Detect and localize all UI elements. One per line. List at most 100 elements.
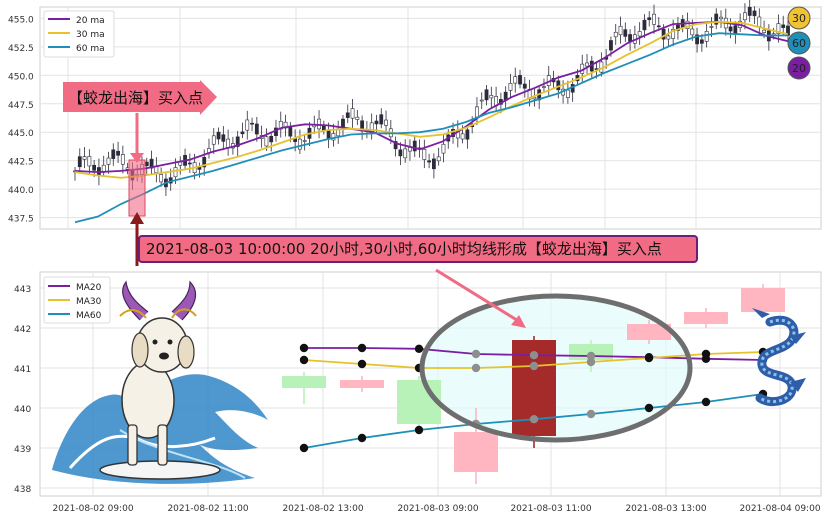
bottom-point-MA30 [644,353,654,363]
buy-point-up-arrowhead [130,212,144,224]
bottom-point-MA60 [529,415,539,424]
top-candle-body [431,158,436,170]
top-candle-body [695,34,699,45]
top-candle-body [226,138,231,148]
bottom-candle-body [684,312,728,324]
bottom-ma-lines [299,343,768,453]
top-candle-body [747,6,752,16]
top-candle-body [211,135,216,145]
top-candle-body [384,119,388,126]
top-candle-body [709,26,714,28]
top-candle-body [532,96,537,100]
bottom-candle-body [627,324,671,340]
top-candle-body [254,123,259,135]
top-candle-body [178,161,183,166]
bottom-y-tick-label: 438 [14,485,31,495]
top-candle-body [288,126,293,137]
ma-badges: 30 60 20 [787,6,811,80]
top-candle-body [154,166,159,174]
bottom-candle-body [741,288,785,312]
top-candle-body [341,118,345,128]
bottom-point-MA60 [644,403,654,413]
bottom-point-MA30 [299,355,309,365]
bottom-x-tick-label: 2021-08-03 11:00 [510,504,591,514]
top-candle-body [489,95,494,99]
top-candle-body [690,28,695,36]
top-series-30-ma [74,20,789,179]
top-candle-body [479,99,484,102]
bottom-point-MA60 [299,443,309,453]
top-candle-body [637,31,642,37]
buy-point-label: 【蛟龙出海】买入点 [68,89,203,107]
bottom-point-MA60 [357,433,367,443]
bottom-candle-body [454,432,498,472]
top-candle-body [116,150,120,156]
top-candle-body [542,86,546,88]
top-candle-body [441,143,446,154]
top-candle-body [628,34,632,42]
top-candle-body [302,140,307,142]
bottom-y-tick-label: 443 [14,285,31,295]
top-candle-body [187,162,192,165]
legend-label-ma30: MA30 [76,297,102,307]
legend-label-30ma: 30 ma [76,30,105,40]
top-candle-body [436,156,441,162]
bottom-y-tick-label: 442 [14,325,31,335]
top-candle-body [350,108,355,119]
bottom-point-MA20 [357,343,367,353]
bottom-candle-body [340,380,384,388]
top-ma-lines [74,20,789,224]
bottom-x-axis: 2021-08-02 09:00 2021-08-02 11:00 2021-08-… [52,504,820,514]
bottom-point-MA20 [299,343,309,353]
top-candle-body [647,17,652,21]
top-y-tick-label: 442.5 [8,158,34,168]
top-candle-body [699,39,704,44]
buy-point-label-arrow [63,80,217,115]
bottom-candle-body [397,380,441,424]
top-candle-body [666,35,671,40]
top-candle-body [704,31,709,42]
top-y-tick-label: 440.0 [8,186,34,196]
bottom-point-MA20 [586,351,596,361]
top-candle-body [331,133,336,141]
top-candle-body [728,26,733,32]
bottom-y-tick-label: 440 [14,405,31,415]
top-candle-body [484,89,489,101]
top-candle-body [120,154,125,165]
bottom-point-MA30 [701,349,711,359]
top-candle-body [427,160,432,163]
top-candle-body [345,112,350,118]
top-candle-body [743,12,747,21]
top-candle-body [656,25,661,28]
top-candle-body [202,157,207,168]
badge-60-label: 60 [792,37,806,50]
top-candle-body [87,156,92,167]
top-candle-body [111,149,116,159]
top-candle-body [77,156,82,168]
top-candle-body [216,131,221,140]
top-candle-body [317,118,321,130]
top-candle-body [465,129,470,140]
top-series-20-ma [74,20,789,174]
buy-point-highlight-box [128,159,146,217]
top-price-panel: 455.0 452.5 450.0 447.5 445.0 442.5 440.0 437.5… [8,0,822,266]
top-candle-body [149,158,154,169]
top-candle-body [245,119,250,131]
top-candle-body [518,75,522,85]
top-y-tick-label: 455.0 [8,15,34,25]
top-candle-body [269,135,274,143]
top-candle-body [374,120,379,125]
top-y-tick-label: 447.5 [8,101,34,111]
top-candle-body [460,133,465,140]
top-candle-body [676,24,680,31]
top-candle-body [585,62,589,67]
bottom-legend: MA20 MA30 MA60 [43,276,111,324]
pointer-arrowhead [511,315,526,328]
top-candle-body [355,116,360,120]
top-candle-body [321,125,326,131]
top-candle-body [776,23,781,35]
top-candle-body [642,19,647,31]
bottom-point-MA30 [471,363,481,373]
